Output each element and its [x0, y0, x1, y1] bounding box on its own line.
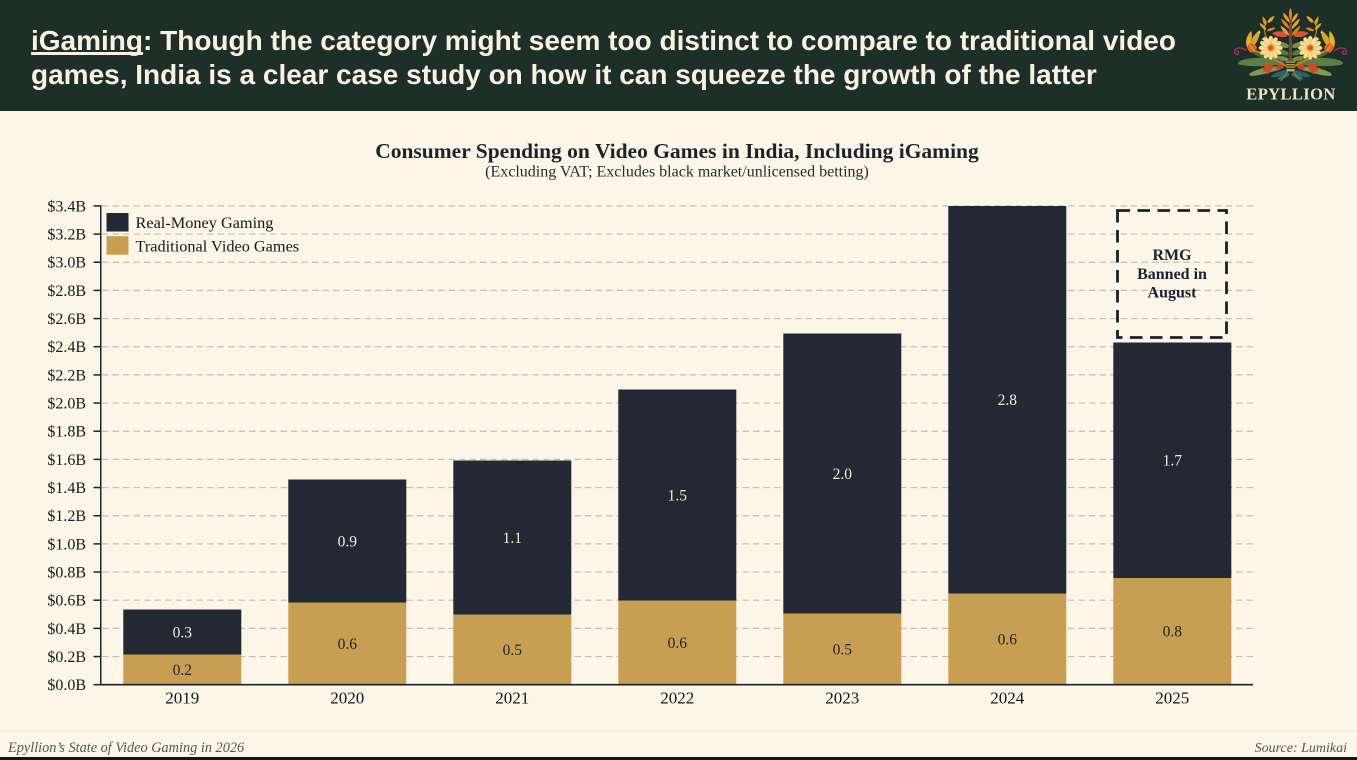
svg-text:1.5: 1.5: [668, 487, 688, 504]
svg-text:0.5: 0.5: [503, 642, 523, 659]
svg-text:2.0: 2.0: [833, 466, 853, 483]
svg-text:Consumer Spending on Video Gam: Consumer Spending on Video Games in Indi…: [375, 139, 979, 163]
svg-text:Real-Money Gaming: Real-Money Gaming: [136, 213, 274, 232]
svg-text:$2.2B: $2.2B: [47, 367, 86, 384]
svg-text:0.5: 0.5: [833, 641, 853, 658]
svg-text:$3.4B: $3.4B: [47, 198, 86, 215]
svg-text:0.2: 0.2: [173, 662, 192, 679]
svg-text:$2.4B: $2.4B: [47, 339, 86, 356]
svg-text:$1.2B: $1.2B: [47, 508, 86, 525]
svg-text:0.6: 0.6: [338, 636, 358, 653]
svg-text:Traditional Video Games: Traditional Video Games: [136, 236, 300, 255]
svg-text:$2.0B: $2.0B: [47, 396, 86, 413]
svg-text:$0.4B: $0.4B: [47, 621, 86, 638]
svg-text:Banned in: Banned in: [1137, 266, 1207, 283]
svg-text:0.3: 0.3: [173, 624, 193, 641]
svg-text:$0.2B: $0.2B: [47, 649, 86, 666]
svg-text:2021: 2021: [495, 689, 529, 708]
svg-text:1.1: 1.1: [503, 530, 522, 547]
svg-text:2024: 2024: [990, 689, 1025, 708]
svg-text:2023: 2023: [825, 689, 859, 708]
svg-text:0.6: 0.6: [668, 635, 688, 652]
svg-text:$1.8B: $1.8B: [47, 424, 86, 441]
svg-text:0.9: 0.9: [338, 533, 358, 550]
svg-text:August: August: [1148, 285, 1198, 302]
svg-text:$1.4B: $1.4B: [47, 480, 86, 497]
svg-text:1.7: 1.7: [1163, 453, 1183, 470]
svg-text:$0.8B: $0.8B: [47, 565, 86, 582]
svg-text:$3.0B: $3.0B: [47, 255, 86, 272]
svg-text:$2.8B: $2.8B: [47, 283, 86, 300]
svg-text:2.8: 2.8: [998, 392, 1018, 409]
svg-text:2025: 2025: [1155, 689, 1189, 708]
svg-text:2020: 2020: [330, 689, 364, 708]
svg-text:$1.6B: $1.6B: [47, 452, 86, 469]
svg-text:0.8: 0.8: [1163, 624, 1183, 641]
svg-text:2022: 2022: [660, 689, 694, 708]
svg-text:$1.0B: $1.0B: [47, 536, 86, 553]
svg-text:$2.6B: $2.6B: [47, 311, 86, 328]
svg-text:$0.0B: $0.0B: [47, 677, 86, 694]
svg-text:2019: 2019: [165, 689, 199, 708]
svg-text:$3.2B: $3.2B: [47, 227, 86, 244]
svg-text:(Excluding VAT; Excludes black: (Excluding VAT; Excludes black market/un…: [485, 163, 869, 180]
svg-text:$0.6B: $0.6B: [47, 593, 86, 610]
svg-text:0.6: 0.6: [998, 631, 1018, 648]
svg-text:RMG: RMG: [1152, 247, 1192, 264]
svg-text:EPYLLION: EPYLLION: [1246, 84, 1335, 103]
